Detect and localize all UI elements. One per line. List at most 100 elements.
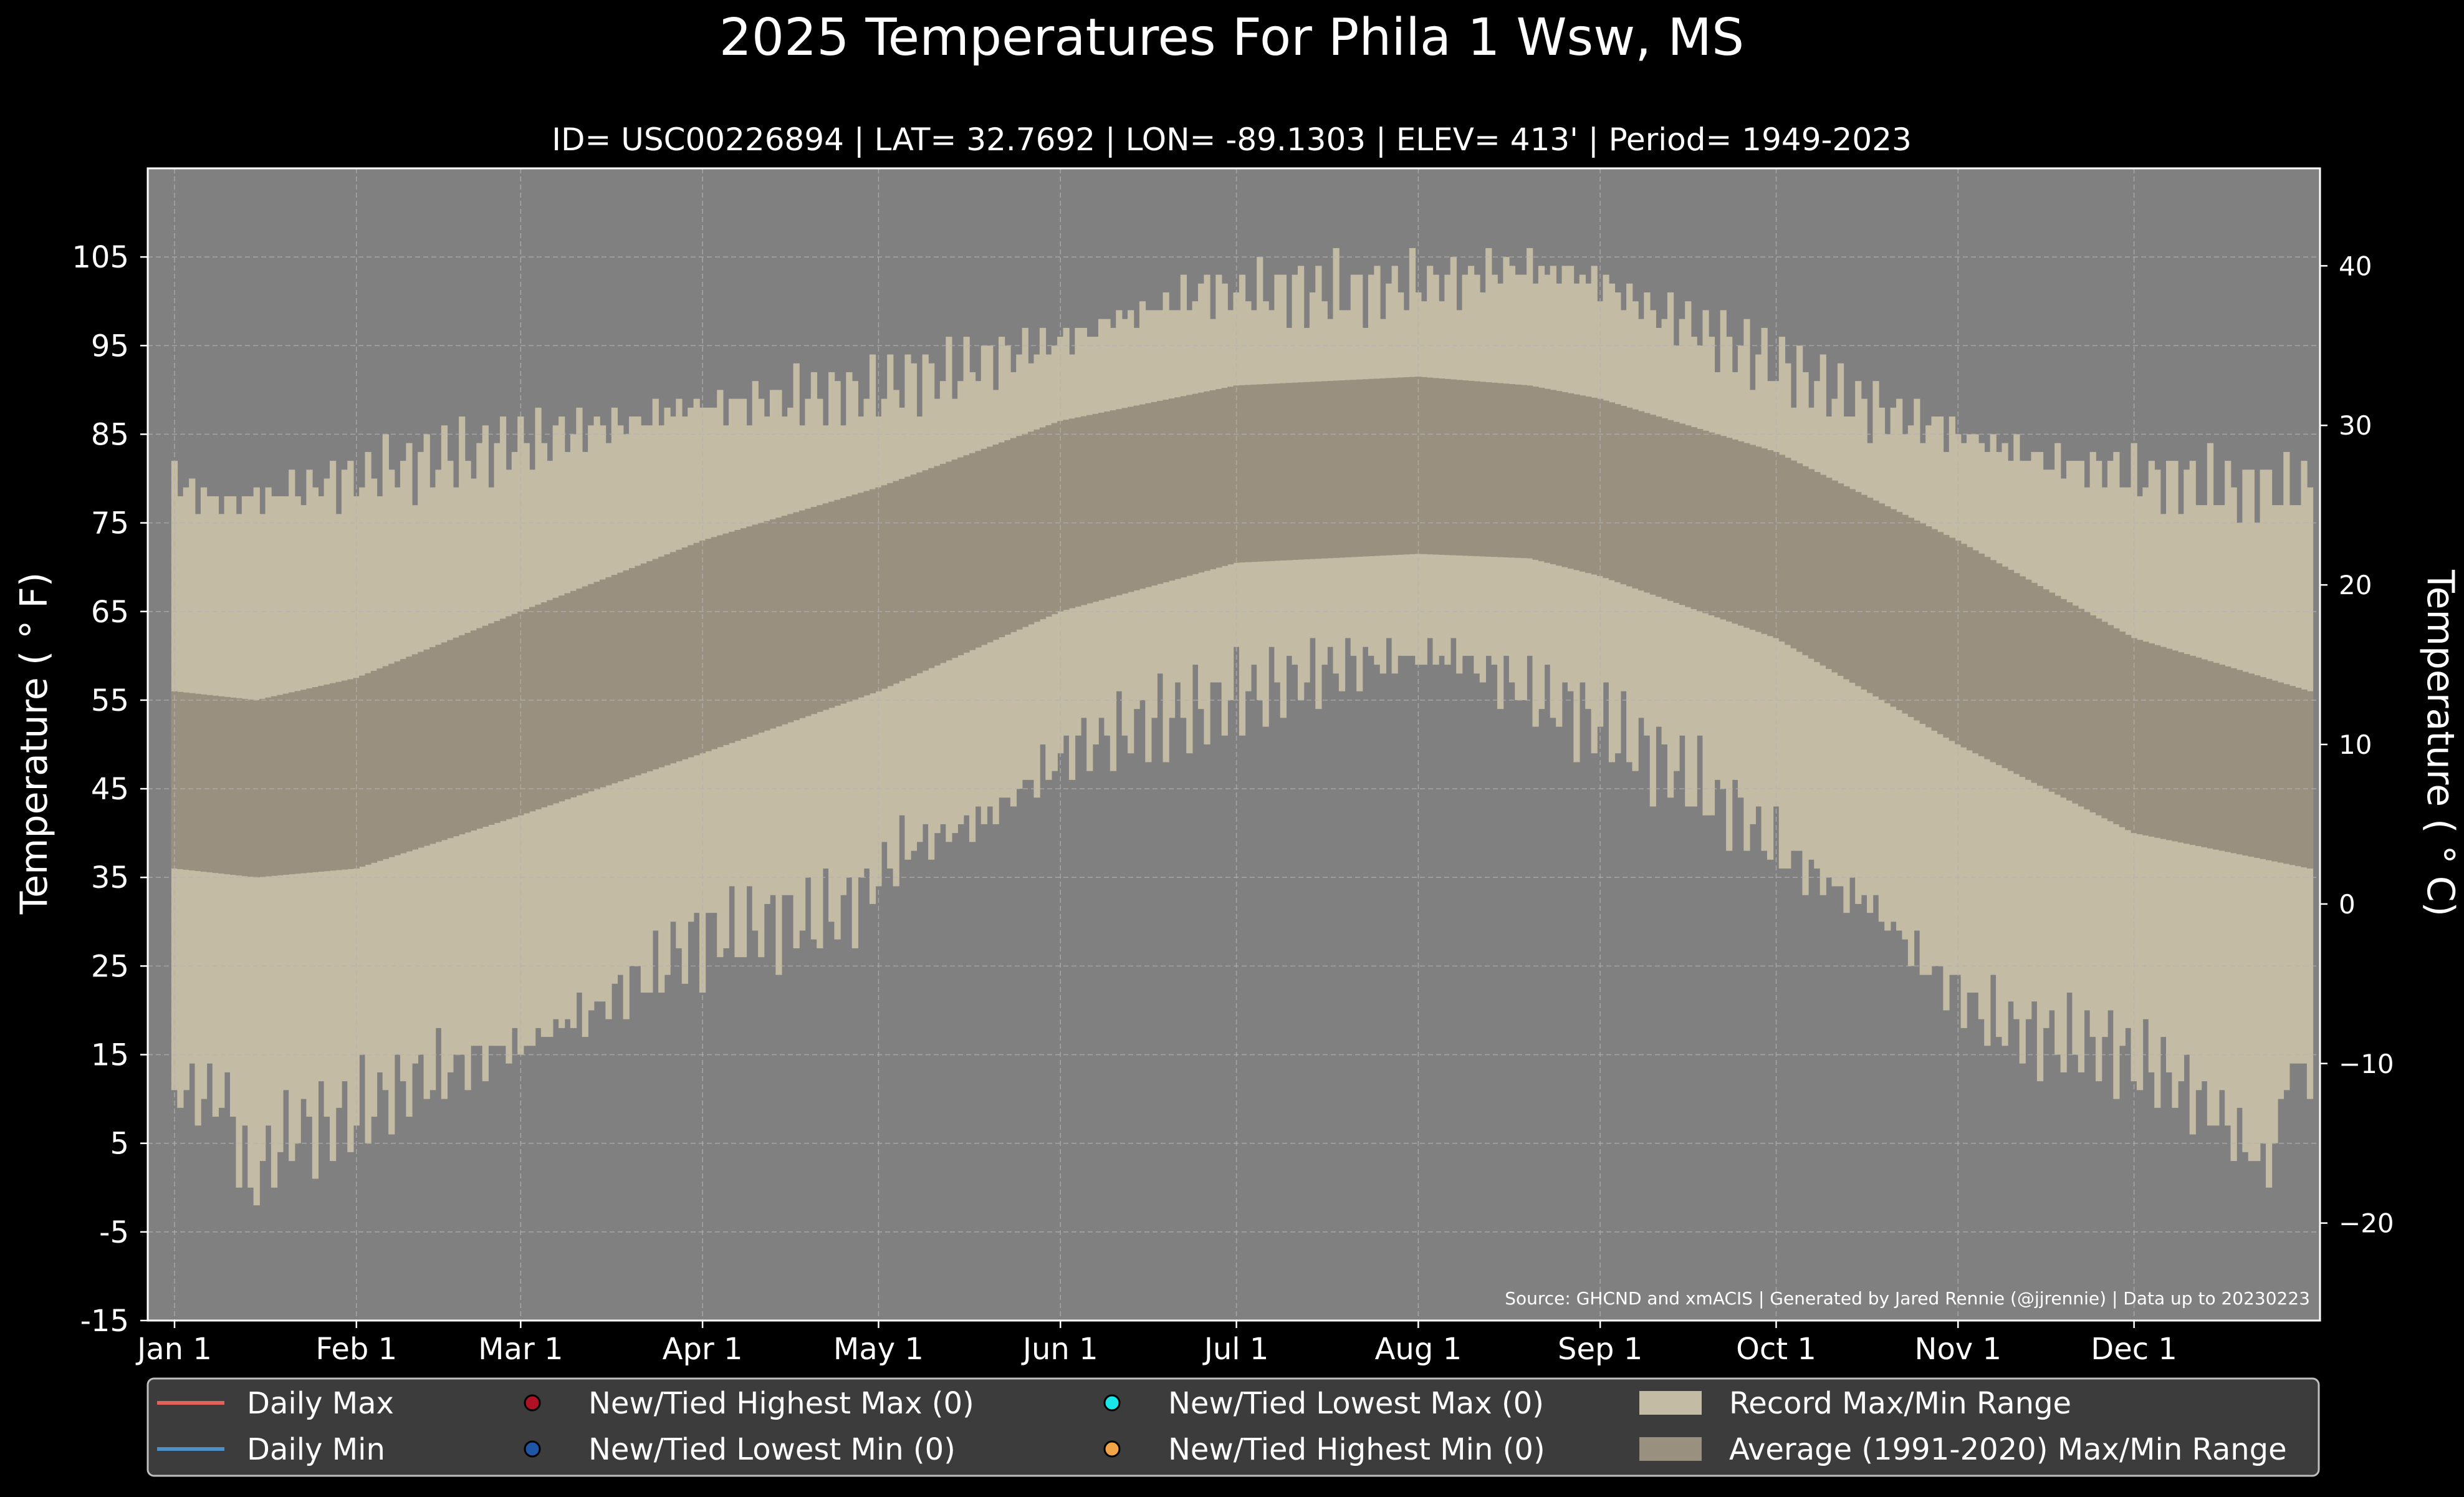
normal-range-bar [464, 633, 471, 833]
normal-range-bar [2213, 663, 2220, 850]
normal-range-bar [1198, 392, 1205, 573]
normal-range-bar [1233, 385, 1240, 563]
normal-range-bar [1051, 423, 1058, 614]
normal-range-bar [705, 539, 712, 751]
normal-range-bar [1456, 380, 1463, 556]
normal-range-bar [306, 688, 313, 873]
normal-range-bar [547, 600, 554, 806]
normal-range-bar [2089, 615, 2096, 812]
legend-dot-swatch [524, 1394, 541, 1412]
normal-range-bar [347, 679, 354, 869]
normal-range-bar [2184, 654, 2190, 844]
normal-range-bar [1767, 450, 1774, 637]
normal-range-bar [1761, 448, 1768, 634]
normal-range-bar [1321, 381, 1328, 559]
normal-range-bar [1438, 378, 1445, 555]
normal-range-bar [2072, 605, 2079, 804]
x-tick-label: Mar 1 [478, 1332, 563, 1367]
x-tick-label: Jun 1 [1021, 1332, 1098, 1367]
normal-range-bar [2189, 655, 2196, 845]
normal-range-bar [764, 521, 770, 731]
normal-range-series [171, 377, 2314, 878]
normal-range-bar [1515, 384, 1522, 558]
y2-tick-label: 20 [2339, 570, 2372, 600]
normal-range-bar [693, 542, 700, 756]
normal-range-bar [646, 561, 653, 772]
normal-range-bar [230, 697, 237, 875]
normal-range-bar [1004, 440, 1011, 635]
normal-range-bar [540, 602, 548, 807]
normal-range-bar [1708, 432, 1715, 615]
normal-range-bar [353, 678, 360, 869]
normal-range-bar [722, 533, 729, 745]
normal-range-bar [482, 625, 489, 827]
normal-range-bar [277, 695, 284, 875]
legend-dot-swatch [1103, 1394, 1121, 1412]
y-tick-label: -5 [99, 1215, 129, 1250]
normal-range-bar [2154, 645, 2161, 838]
normal-range-bar [1262, 383, 1269, 562]
legend-item: New/Tied Lowest Min (0) [524, 1432, 956, 1467]
normal-range-bar [1080, 416, 1087, 605]
normal-range-bar [2125, 635, 2132, 830]
y2-tick-label: −20 [2339, 1208, 2394, 1239]
normal-range-bar [177, 691, 184, 870]
normal-range-bar [1878, 503, 1886, 700]
normal-range-bar [2207, 661, 2214, 849]
normal-range-bar [1022, 433, 1028, 627]
normal-range-bar [1157, 400, 1164, 584]
normal-range-bar [189, 693, 196, 871]
normal-range-bar [400, 658, 407, 854]
normal-range-bar [2084, 612, 2091, 810]
x-tick-label: Sep 1 [1558, 1332, 1642, 1367]
normal-range-bar [822, 503, 829, 710]
normal-range-bar [717, 535, 724, 748]
normal-range-bar [1221, 388, 1228, 566]
normal-range-bar [1819, 474, 1826, 666]
normal-range-bar [635, 566, 641, 776]
normal-range-bar [1931, 529, 1938, 731]
normal-range-bar [1520, 385, 1527, 559]
normal-range-bar [1268, 383, 1275, 561]
normal-range-bar [1168, 398, 1176, 581]
normal-range-bar [476, 628, 483, 829]
normal-range-bar [224, 696, 231, 875]
normal-range-bar [2031, 582, 2038, 783]
normal-range-bar [1726, 438, 1733, 622]
normal-range-bar [1374, 378, 1381, 556]
normal-range-bar [746, 526, 753, 737]
normal-range-bar [1497, 383, 1504, 557]
normal-range-bar [411, 654, 418, 850]
normal-range-bar [875, 487, 882, 691]
normal-range-bar [324, 684, 330, 872]
normal-range-bar [969, 453, 976, 650]
normal-range-bar [1421, 377, 1427, 554]
normal-range-bar [1749, 445, 1756, 630]
normal-range-bar [2283, 684, 2290, 864]
normal-range-bar [939, 463, 947, 663]
normal-range-bar [1386, 378, 1393, 556]
legend-label: New/Tied Highest Min (0) [1168, 1432, 1545, 1467]
normal-range-bar [1450, 379, 1457, 556]
y2-tick-label: 10 [2339, 729, 2372, 760]
normal-range-bar [1345, 380, 1351, 557]
normal-range-bar [934, 466, 941, 666]
normal-range-bar [447, 640, 454, 839]
normal-range-bar [194, 693, 201, 872]
normal-range-bar [987, 446, 994, 643]
normal-range-bar [1391, 377, 1398, 556]
normal-range-bar [2306, 691, 2314, 869]
normal-range-bar [1814, 471, 1821, 662]
normal-range-bar [418, 652, 424, 848]
normal-range-bar [1174, 397, 1181, 579]
normal-range-bar [1550, 390, 1556, 564]
normal-range-bar [1673, 421, 1680, 604]
normal-range-bar [1239, 385, 1246, 563]
normal-range-bar [758, 522, 765, 733]
normal-range-bar [2001, 566, 2008, 768]
normal-range-bar [1121, 408, 1128, 594]
y-tick-label: 5 [110, 1127, 129, 1162]
normal-range-bar [676, 549, 683, 762]
normal-range-bar [916, 472, 923, 673]
normal-range-bar [1755, 446, 1762, 632]
